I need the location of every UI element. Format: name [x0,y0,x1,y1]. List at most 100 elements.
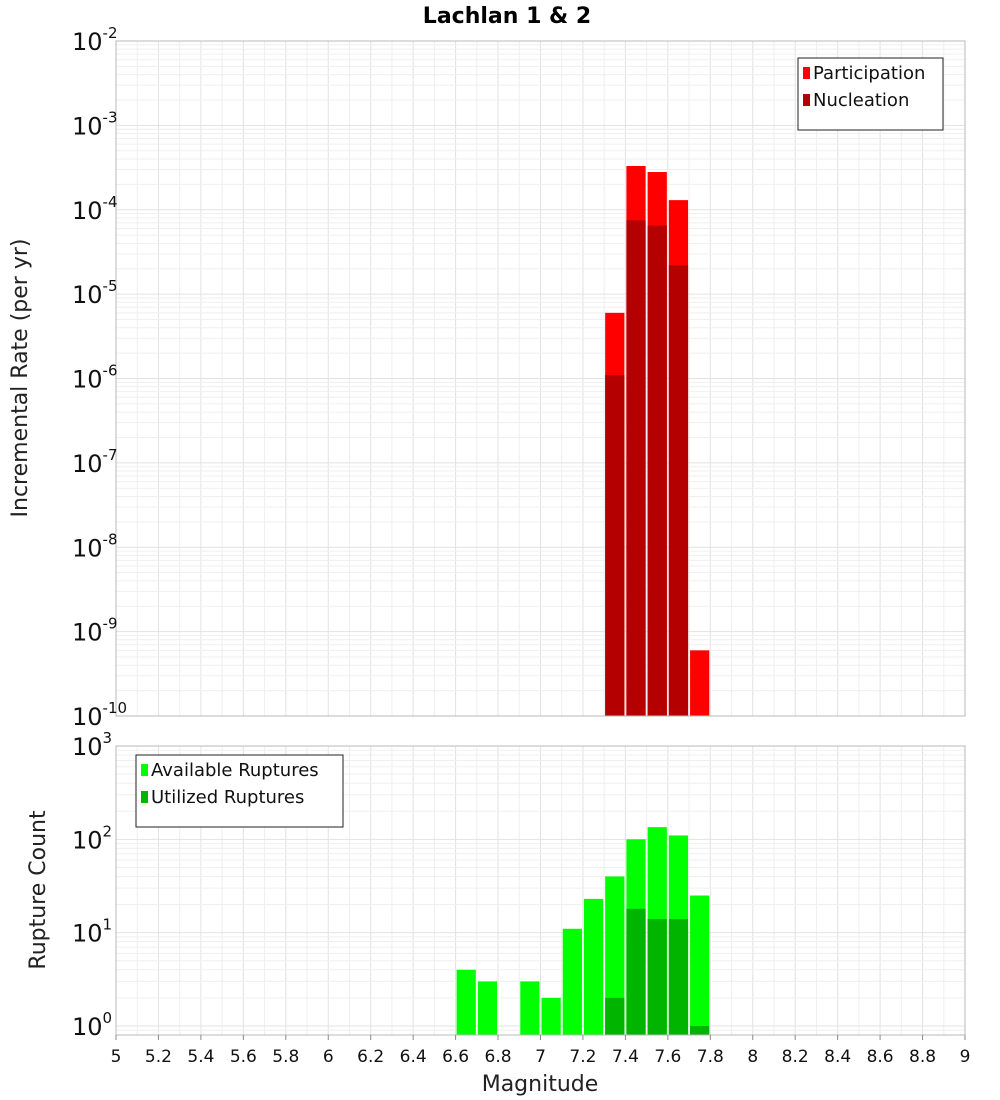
legend-label: Participation [813,63,925,84]
x-tick-label: 5.2 [145,1047,172,1067]
bar-nucleation [626,220,646,717]
bar-utilized-ruptures [668,919,689,1035]
legend-swatch [141,791,148,803]
chart-title: Lachlan 1 & 2 [423,4,591,29]
bar-available-ruptures [520,981,540,1035]
count-legend: Available Ruptures Utilized Ruptures [135,754,344,828]
bar-available-ruptures [690,895,710,1035]
x-tick-label: 7 [535,1047,546,1067]
y-tick-base: 10 [72,197,103,225]
x-tick-label: 6.8 [485,1047,512,1067]
bar-nucleation [605,375,625,716]
legend-label: Utilized Ruptures [151,787,304,808]
rate-plot-frame [115,40,966,717]
x-tick-label: 6.6 [442,1047,469,1067]
x-tick-label: 9 [960,1047,971,1067]
y-tick-base: 10 [72,703,103,731]
y-tick-label: 10-3 [72,108,118,140]
legend-label: Available Ruptures [151,760,319,781]
y-tick-label: 101 [72,916,112,948]
x-tick-label: 7.8 [697,1047,724,1067]
bar-utilized-ruptures [690,1025,710,1035]
x-tick-label: 7.2 [569,1047,596,1067]
x-tick-label: 8.2 [782,1047,809,1067]
bar-nucleation [668,265,689,716]
legend-swatch [803,67,810,79]
y-tick-exponent: 1 [103,916,113,934]
y-tick-label: 10-9 [72,615,118,647]
y-tick-label: 10-4 [72,193,118,225]
y-tick-label: 100 [72,1009,112,1041]
rate-y-axis-label: Incremental Rate (per yr) [8,239,33,518]
legend-box [135,754,344,828]
legend-label: Nucleation [813,90,909,111]
y-tick-base: 10 [72,534,103,562]
y-tick-base: 10 [72,28,103,56]
rate-bars [605,166,710,717]
x-tick-label: 8.8 [909,1047,936,1067]
y-tick-exponent: 3 [103,729,113,747]
magnitude-x-ticks: 5 5.2 5.4 5.6 5.8 6 6.2 6.4 6.6 6.8 7 7.2 7.4 7.6 7.8 8… [111,1035,971,1067]
y-tick-base: 10 [72,733,103,761]
y-tick-exponent: -2 [103,24,118,42]
x-tick-label: 8.6 [867,1047,894,1067]
bar-utilized-ruptures [647,919,667,1035]
y-tick-exponent: -4 [103,193,118,211]
x-tick-label: 6 [323,1047,334,1067]
y-tick-exponent: -10 [103,699,128,717]
bar-nucleation [647,225,667,716]
x-tick-label: 6.2 [357,1047,384,1067]
y-tick-base: 10 [72,450,103,478]
rate-legend: Participation Nucleation [797,57,944,131]
x-tick-label: 7.6 [654,1047,681,1067]
y-tick-exponent: 0 [103,1009,113,1027]
y-tick-exponent: -5 [103,277,118,295]
bar-available-ruptures [562,928,582,1035]
count-bars [456,827,710,1035]
y-tick-base: 10 [72,920,103,948]
y-tick-base: 10 [72,826,103,854]
y-tick-label: 10-6 [72,362,118,394]
y-tick-label: 10-7 [72,446,118,478]
bar-available-ruptures [456,969,476,1035]
bar-participation [690,650,710,716]
bar-available-ruptures [605,876,625,1035]
y-tick-base: 10 [72,1013,103,1041]
x-tick-label: 7.4 [612,1047,639,1067]
rate-grid [115,41,966,717]
x-tick-label: 5.8 [272,1047,299,1067]
x-tick-label: 8.4 [824,1047,851,1067]
bar-available-ruptures [583,898,604,1035]
y-tick-base: 10 [72,281,103,309]
bar-available-ruptures [477,981,498,1035]
x-tick-label: 5 [111,1047,122,1067]
y-tick-base: 10 [72,366,103,394]
y-tick-label: 10-2 [72,24,118,56]
y-tick-label: 10-10 [72,699,127,731]
y-tick-exponent: -9 [103,615,118,633]
y-tick-exponent: 2 [103,822,113,840]
bar-available-ruptures [541,997,561,1035]
x-tick-label: 5.4 [187,1047,214,1067]
y-tick-label: 10-8 [72,530,118,562]
legend-swatch [141,764,148,776]
y-tick-base: 10 [72,112,103,140]
count-y-axis-label: Rupture Count [26,810,51,970]
y-tick-label: 102 [72,822,112,854]
bar-utilized-ruptures [626,908,646,1035]
y-tick-base: 10 [72,619,103,647]
x-tick-label: 5.6 [230,1047,257,1067]
y-tick-label: 103 [72,729,112,761]
y-tick-exponent: -8 [103,530,118,548]
y-tick-exponent: -6 [103,362,118,380]
y-tick-exponent: -3 [103,108,118,126]
legend-box [797,57,944,131]
y-tick-exponent: -7 [103,446,118,464]
y-tick-label: 10-5 [72,277,118,309]
bar-utilized-ruptures [605,997,625,1035]
magnitude-x-axis-label: Magnitude [482,1072,599,1097]
